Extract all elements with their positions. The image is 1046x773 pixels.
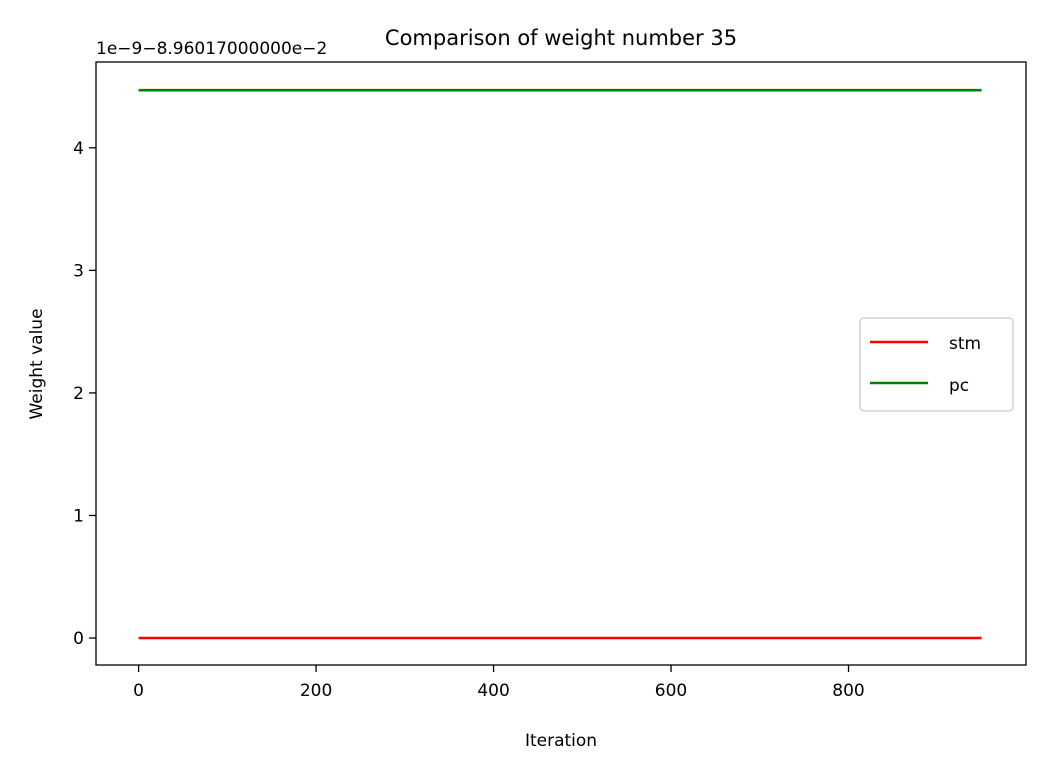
x-tick-label: 800 xyxy=(832,681,864,701)
y-tick-label: 2 xyxy=(73,384,84,404)
chart-title: Comparison of weight number 35 xyxy=(385,26,737,50)
x-tick-label: 200 xyxy=(300,681,332,701)
x-tick-label: 600 xyxy=(655,681,687,701)
y-tick-label: 0 xyxy=(73,629,84,649)
y-tick-label: 4 xyxy=(73,139,84,159)
y-axis-offset-text: 1e−9−8.96017000000e−2 xyxy=(96,39,327,59)
x-tick-label: 400 xyxy=(477,681,509,701)
legend: stm pc xyxy=(859,317,1014,412)
legend-frame xyxy=(859,317,1014,412)
x-tick-label: 0 xyxy=(133,681,144,701)
series-layer xyxy=(138,88,982,640)
y-axis-ticks: 0 1 2 3 4 xyxy=(73,139,96,649)
y-tick-label: 1 xyxy=(73,506,84,526)
x-axis-label: Iteration xyxy=(525,731,597,751)
y-axis-label: Weight value xyxy=(27,308,47,419)
legend-label-stm: stm xyxy=(949,334,981,354)
x-axis-ticks: 0 200 400 600 800 xyxy=(133,665,865,701)
y-tick-label: 3 xyxy=(73,261,84,281)
plot-frame xyxy=(95,61,1027,666)
legend-label-pc: pc xyxy=(949,376,969,396)
